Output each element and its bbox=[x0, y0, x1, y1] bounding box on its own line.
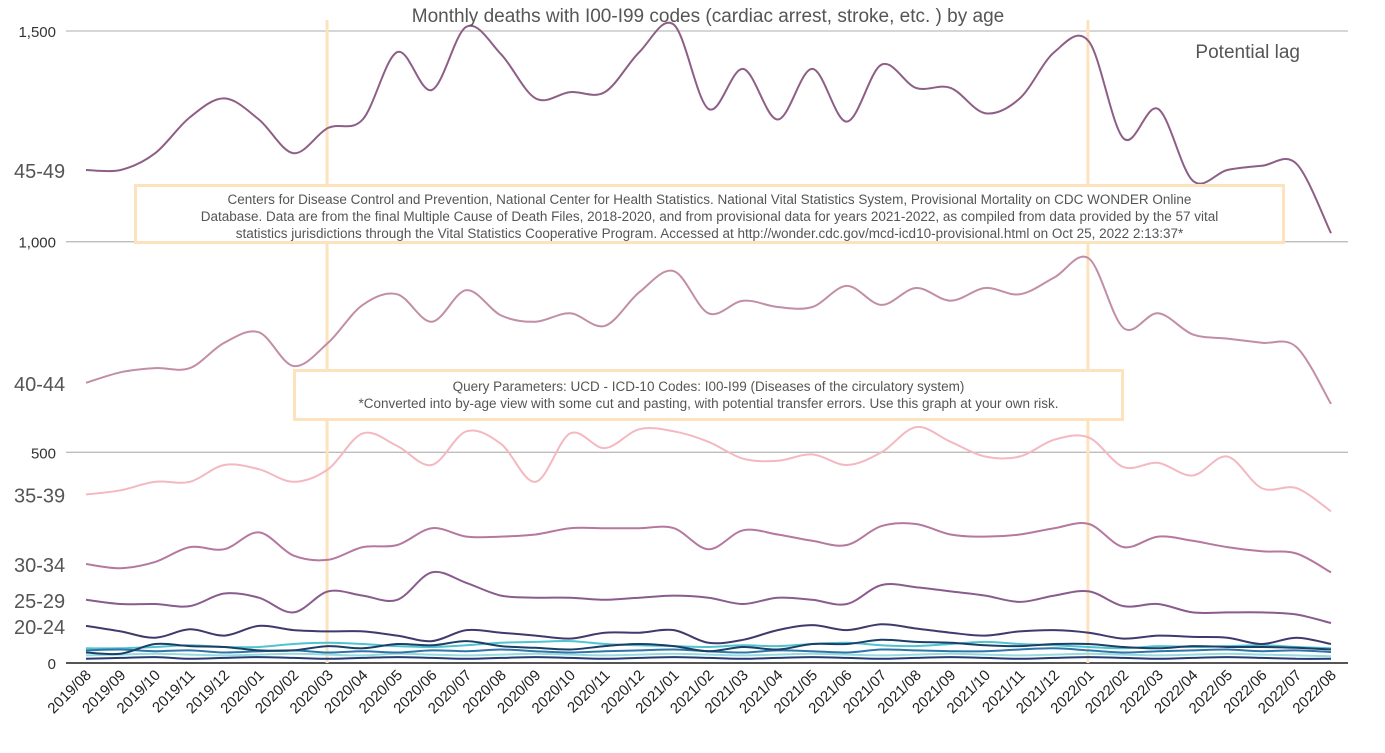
series-line-20-24 bbox=[85, 623, 1332, 646]
series-label: 45-49 bbox=[14, 161, 65, 183]
series-label: 30-34 bbox=[14, 555, 65, 577]
y-tick-label: 0 bbox=[48, 656, 56, 673]
series-line-25-29 bbox=[85, 570, 1332, 624]
source-note-line: Centers for Disease Control and Preventi… bbox=[227, 192, 1192, 207]
series-line-40-44 bbox=[85, 255, 1332, 405]
series-line-45-49 bbox=[85, 21, 1332, 234]
source-note: Centers for Disease Control and Preventi… bbox=[134, 184, 1285, 244]
series-line bbox=[85, 656, 1332, 660]
series-label: 25-29 bbox=[14, 591, 65, 613]
y-tick-label: 500 bbox=[31, 445, 56, 462]
source-note-line: statistics jurisdictions through the Vit… bbox=[235, 226, 1184, 241]
y-tick-label: 1,500 bbox=[18, 24, 56, 41]
chart-title: Monthly deaths with I00-I99 codes (cardi… bbox=[412, 6, 1004, 27]
source-note-line: Database. Data are from the final Multip… bbox=[200, 209, 1219, 224]
series-line bbox=[85, 640, 1332, 650]
series-label: 20-24 bbox=[14, 617, 65, 639]
query-note-line: *Converted into by-age view with some cu… bbox=[358, 396, 1059, 411]
query-note-line: Query Parameters: UCD - ICD-10 Codes: I0… bbox=[452, 379, 965, 394]
x-axis-ticks: 2019/082019/092019/102019/112019/122020/… bbox=[44, 667, 1339, 717]
marker-lines bbox=[325, 20, 1090, 663]
potential-lag-label: Potential lag bbox=[1195, 42, 1300, 63]
gridlines bbox=[66, 30, 1348, 664]
series-labels: 45-49 40-44 35-39 30-34 25-29 20-24 bbox=[14, 161, 65, 639]
series-label: 35-39 bbox=[14, 485, 65, 507]
series-line-35-39 bbox=[85, 426, 1332, 513]
series-line-30-34 bbox=[85, 522, 1332, 574]
series-line bbox=[85, 652, 1332, 658]
query-note: Query Parameters: UCD - ICD-10 Codes: I0… bbox=[293, 369, 1124, 421]
series-label: 40-44 bbox=[14, 374, 65, 396]
series-lines bbox=[85, 21, 1332, 660]
y-tick-label: 1,000 bbox=[18, 235, 56, 252]
series-line bbox=[85, 638, 1332, 656]
y-axis-ticks: 1,500 1,000 500 0 bbox=[18, 24, 56, 673]
